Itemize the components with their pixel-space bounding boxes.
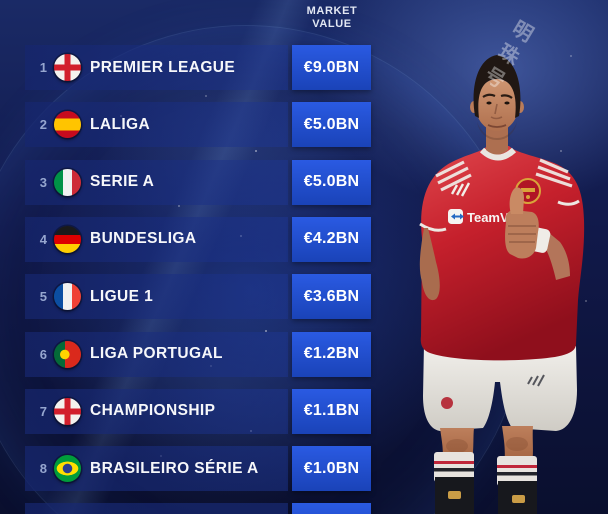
league-row-strip: 8 BRASILEIRO SÉRIE A [25,446,288,492]
rank-label: 6 [39,346,47,362]
market-value-header-line1: MARKET [306,5,358,17]
adidas-shoulder-stripes-icon [435,158,573,192]
player-left-sock [434,452,474,514]
market-value-box: €9.0BN [292,45,371,90]
rank-label: 3 [39,174,47,190]
partial-row-strip [25,503,288,514]
shorts-adidas-icon [527,374,545,387]
stubble-shade [477,122,517,140]
market-value: €5.0BN [303,173,360,191]
rank-label: 2 [39,117,47,133]
league-name: LALIGA [90,115,151,133]
rank-label: 1 [39,60,47,75]
market-value: €4.2BN [303,230,360,248]
mouth [487,124,507,128]
league-name: LIGA PORTUGAL [90,345,223,362]
player-left-forearm [419,228,440,301]
rank-label: 4 [39,231,47,247]
player-shirt [420,146,585,361]
league-name: CHAMPIONSHIP [90,402,216,420]
right-cuff-trim [557,199,580,206]
left-knee-shade [446,439,468,453]
league-name: SERIE A [90,173,155,191]
flag-portugal-icon [54,340,81,368]
league-row-strip: 7 CHAMPIONSHIP [25,388,288,434]
flag-france-icon [54,283,81,311]
thumbs-up-fist [505,210,539,259]
flag-italy-icon [54,168,81,196]
league-row-strip: 4 BUNDESLIGA [25,216,288,262]
market-value: €1.0BN [303,459,360,477]
market-value-box: €5.0BN [292,159,371,205]
league-row: 8 BRASILEIRO SÉRIE A €1.0BN [0,446,608,492]
league-row-strip: 5 LIGUE 1 [25,274,288,320]
league-row-strip: 1 PREMIER LEAGUE [25,45,288,90]
league-row-strip: 3 SERIE A [25,159,288,205]
market-value: €5.0BN [303,115,360,133]
league-name: BRASILEIRO SÉRIE A [90,459,259,477]
market-value: €1.2BN [303,345,360,362]
league-name: PREMIER LEAGUE [90,58,236,76]
flag-england-icon [54,397,81,425]
star-speckles-decoration [0,0,2,2]
shorts-crest-icon [441,397,453,409]
right-eye [504,101,510,105]
league-row: 7 CHAMPIONSHIP €1.1BN [0,388,608,434]
rank-label: 7 [39,403,47,419]
market-value-box: €5.0BN [292,102,371,148]
market-value-box: €1.2BN [292,331,371,377]
partial-value-box [292,503,371,514]
rank-label: 5 [39,289,47,305]
flag-england-icon [54,54,81,81]
market-value-header: MARKET VALUE [288,5,376,31]
flag-spain-icon [54,111,81,139]
flag-germany-icon [54,225,81,253]
flag-brazil-icon [54,455,81,483]
shirt-collar [479,147,517,161]
sponsor-logo-icon [448,209,464,224]
league-row: 1 PREMIER LEAGUE €9.0BN [0,45,608,90]
market-value: €1.1BN [303,402,360,420]
market-value-box: €3.6BN [292,274,371,320]
league-row-strip: 2 LALIGA [25,102,288,148]
market-value-header-line2: VALUE [312,18,352,30]
right-knee-shade [506,437,528,451]
nose [490,103,503,120]
player-right-leg [502,426,533,465]
market-value-box: €4.2BN [292,216,371,262]
league-row: 3 SERIE A €5.0BN [0,159,608,205]
left-eye [486,101,492,105]
league-row: 6 LIGA PORTUGAL €1.2BN [0,331,608,377]
league-row: 2 LALIGA €5.0BN [0,102,608,148]
eyebrows [482,93,513,99]
league-name: LIGUE 1 [90,287,154,305]
thumb [509,187,524,214]
league-row: 5 LIGUE 1 €3.6BN [0,274,608,320]
market-value: €3.6BN [303,287,360,305]
ronaldo-player-image: TeamVie [419,55,585,514]
market-value: €9.0BN [303,58,360,76]
league-row-strip: 6 LIGA PORTUGAL [25,331,288,377]
league-name: BUNDESLIGA [90,230,197,248]
player-shorts [423,338,577,431]
player-right-sock [497,456,537,514]
market-value-box: €1.1BN [292,388,371,434]
league-row: 4 BUNDESLIGA €4.2BN [0,216,608,262]
rank-label: 8 [39,461,47,477]
player-hair [473,55,521,118]
adidas-chest-logo-icon [450,182,471,197]
partial-row-9 [0,503,608,514]
fist-finger-lines [508,225,536,243]
market-value-box: €1.0BN [292,446,371,492]
left-cuff-trim [419,222,447,232]
